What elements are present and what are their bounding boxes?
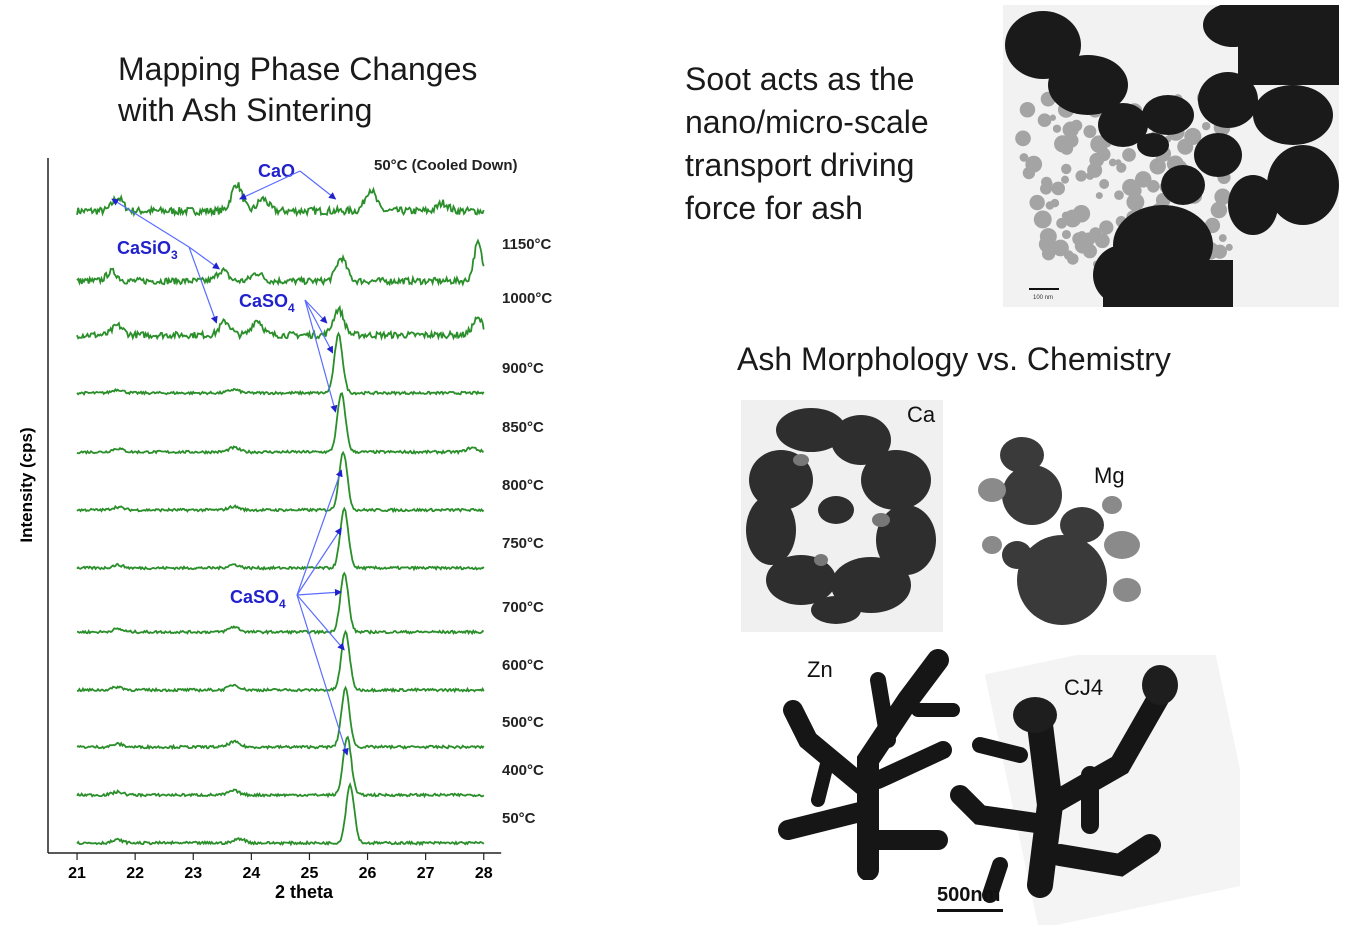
svg-text:CaSO4: CaSO4 <box>230 587 286 611</box>
y-axis-label: Intensity (cps) <box>17 427 36 542</box>
left-title-line-1: Mapping Phase Changes <box>118 51 478 87</box>
chart-ticks: 21 22 23 24 25 26 27 28 <box>68 853 493 882</box>
chart-axes <box>47 158 502 854</box>
series-trace <box>76 685 485 751</box>
cj4-label: CJ4 <box>1064 675 1104 700</box>
morphology-heading: Ash Morphology vs. Chemistry <box>737 341 1171 377</box>
x-axis-label: 2 theta <box>275 882 334 902</box>
series-label: 50°C (Cooled Down) <box>374 157 518 174</box>
mg-tem-image <box>978 437 1141 625</box>
soot-line-1: Soot acts as the <box>685 61 915 97</box>
series-label: 700°C <box>502 599 544 616</box>
series-trace <box>76 182 485 218</box>
soot-tem-image: 100 nm <box>1003 5 1339 307</box>
svg-text:CaO: CaO <box>258 161 295 181</box>
soot-line-3: transport driving <box>685 147 915 183</box>
x-tick-label: 24 <box>242 865 260 882</box>
series-trace <box>76 781 485 847</box>
soot-description: Soot acts as the nano/micro-scale transp… <box>685 58 929 230</box>
series-label: 1000°C <box>502 290 552 307</box>
series-label: 850°C <box>502 419 544 436</box>
chart-annotations: CaO CaSiO3 CaSO4 CaSO4 <box>111 161 349 756</box>
peak-annotation: CaSiO3 <box>111 198 220 324</box>
peak-annotation: CaO <box>239 161 337 200</box>
xrd-chart: 50°C (Cooled Down) 1150°C 1000°C 900°C 850°C… <box>17 157 552 902</box>
x-tick-label: 28 <box>475 865 493 882</box>
x-tick-label: 23 <box>184 865 202 882</box>
x-tick-label: 27 <box>417 865 435 882</box>
peak-annotation: CaSO4 <box>230 469 349 756</box>
series-trace <box>76 238 485 287</box>
ca-label: Ca <box>907 402 936 427</box>
series-label: 800°C <box>502 477 544 494</box>
series-label: 1150°C <box>502 236 552 253</box>
soot-scale-label: 100 nm <box>1033 295 1053 301</box>
x-tick-label: 21 <box>68 865 86 882</box>
soot-line-4: force for ash <box>685 190 863 226</box>
series-label: 50°C <box>502 810 536 827</box>
soot-line-2: nano/micro-scale <box>685 104 929 140</box>
x-tick-label: 22 <box>126 865 144 882</box>
series-label: 400°C <box>502 762 544 779</box>
scalebar-label: 500nm <box>937 884 1001 906</box>
svg-text:CaSiO3: CaSiO3 <box>117 238 178 262</box>
chart-series-labels: 50°C (Cooled Down) 1150°C 1000°C 900°C 850°C… <box>374 157 552 827</box>
svg-text:CaSO4: CaSO4 <box>239 291 295 315</box>
series-trace <box>77 629 485 694</box>
ca-tem-image <box>741 400 943 632</box>
scalebar-line <box>937 909 1003 912</box>
x-tick-label: 25 <box>301 865 319 882</box>
mg-label: Mg <box>1094 463 1125 488</box>
series-trace <box>76 331 485 396</box>
series-trace <box>76 304 485 342</box>
zn-label: Zn <box>807 657 833 682</box>
series-trace <box>76 735 485 799</box>
cj4-tem-image <box>950 655 1240 925</box>
series-label: 750°C <box>502 535 544 552</box>
left-title: Mapping Phase Changes with Ash Sintering <box>118 49 477 131</box>
series-trace <box>76 392 484 456</box>
zn-tem-image <box>778 649 960 880</box>
series-trace <box>76 450 485 514</box>
chart-traces <box>76 182 485 847</box>
series-label: 500°C <box>502 714 544 731</box>
series-trace <box>76 506 485 572</box>
left-title-line-2: with Ash Sintering <box>118 92 373 128</box>
series-trace <box>76 571 485 636</box>
series-label: 600°C <box>502 657 544 674</box>
series-label: 900°C <box>502 360 544 377</box>
x-tick-label: 26 <box>359 865 377 882</box>
